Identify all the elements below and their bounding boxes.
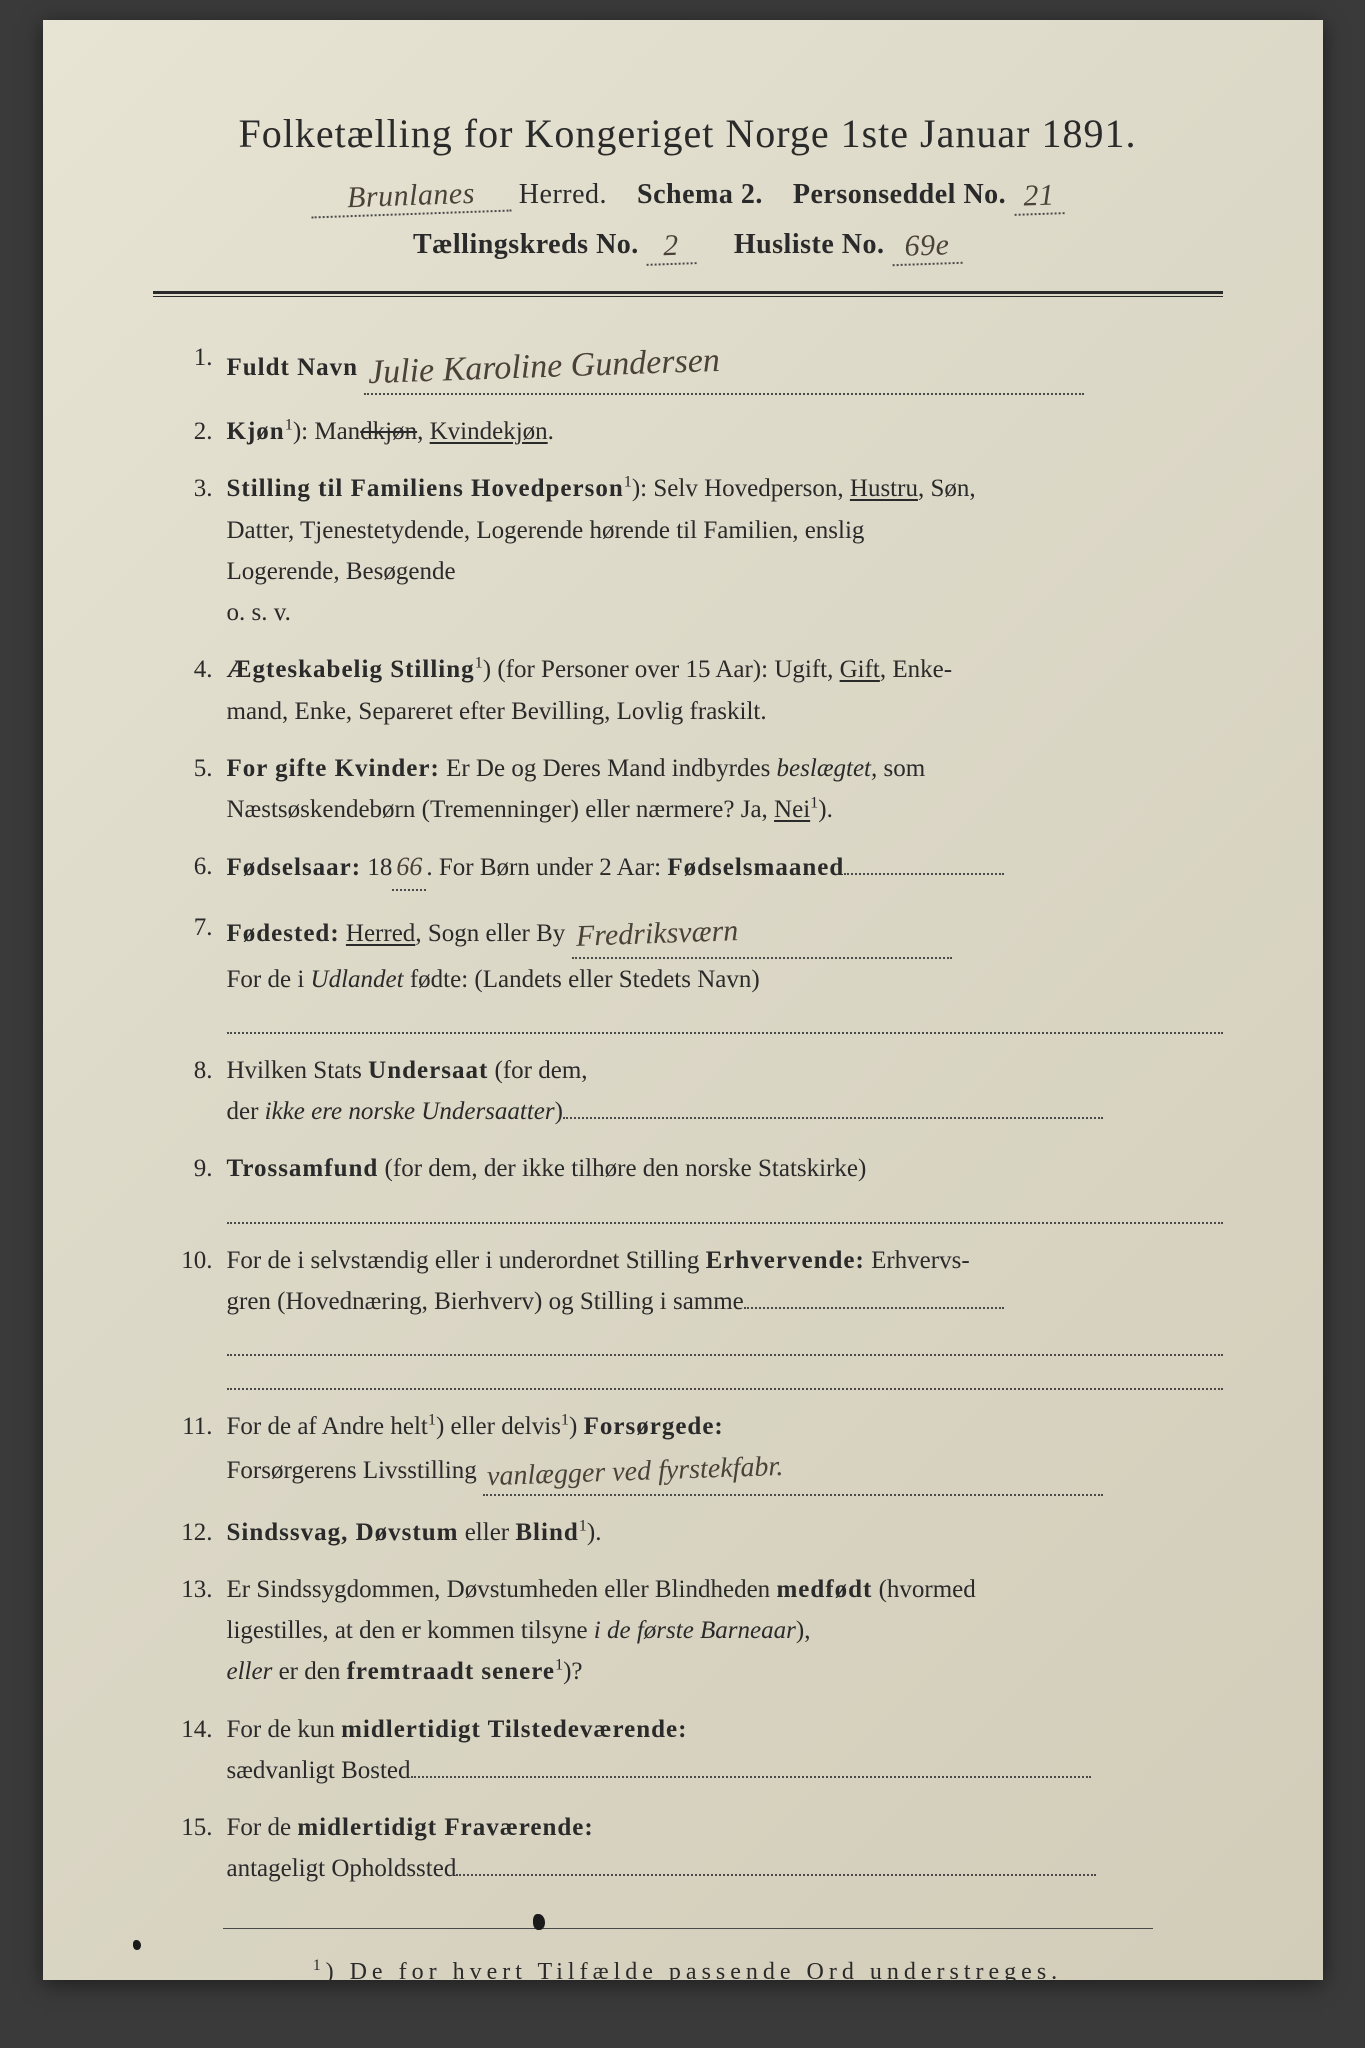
undersaat-field: [563, 1117, 1103, 1119]
fodselsmnd-field: [844, 873, 1004, 875]
fuldt-navn-label: Fuldt Navn: [227, 354, 359, 381]
row-7: 7. Fødested: Herred, Sogn eller By Fredr…: [173, 907, 1223, 1034]
stilling-label: Stilling til Familiens Hovedperson: [227, 475, 624, 502]
row-num: 7.: [173, 907, 227, 948]
husliste-value: 69e: [891, 228, 962, 266]
nei-selected: Nei: [774, 796, 810, 823]
row-15: 15. For de midlertidigt Fraværende: anta…: [173, 1807, 1223, 1890]
row-13: 13. Er Sindssygdommen, Døvstumheden elle…: [173, 1569, 1223, 1693]
row-num: 2.: [173, 411, 227, 452]
aegteskab-label: Ægteskabelig Stilling: [227, 656, 475, 683]
row-num: 9.: [173, 1148, 227, 1189]
row-num: 13.: [173, 1569, 227, 1610]
personseddel-value: 21: [1013, 178, 1064, 216]
footnote: 1) De for hvert Tilfælde passende Ord un…: [153, 1957, 1223, 1986]
row-5: 5. For gifte Kvinder: Er De og Deres Man…: [173, 748, 1223, 831]
header-divider: [153, 291, 1223, 297]
dotted-line: [227, 1362, 1223, 1390]
kvindekjon-selected: Kvindekjøn: [430, 418, 548, 445]
header-line-1: Brunlanes Herred. Schema 2. Personseddel…: [153, 177, 1223, 213]
ink-spot-icon: [533, 1914, 545, 1930]
row-10: 10. For de i selvstændig eller i underor…: [173, 1240, 1223, 1391]
opholdssted-field: [456, 1874, 1096, 1876]
row-12: 12. Sindssvag, Døvstum eller Blind1).: [173, 1512, 1223, 1553]
fodested-label: Fødested:: [227, 920, 340, 947]
row-2: 2. Kjøn1): Mandkjøn, Kvindekjøn.: [173, 411, 1223, 452]
footnote-divider: [223, 1928, 1153, 1929]
row-num: 5.: [173, 748, 227, 789]
fuldt-navn-value: Julie Karoline Gundersen: [367, 333, 721, 401]
kjon-label: Kjøn: [227, 418, 285, 445]
herred-label: Herred.: [519, 179, 607, 210]
fodselsaar-label: Fødselsaar:: [227, 854, 362, 881]
kreds-label: Tællingskreds No.: [413, 229, 639, 260]
row-4: 4. Ægteskabelig Stilling1) (for Personer…: [173, 649, 1223, 732]
form-title: Folketælling for Kongeriget Norge 1ste J…: [153, 110, 1223, 157]
row-num: 6.: [173, 846, 227, 887]
fodested-value: Fredriksværn: [575, 906, 739, 961]
footnote-text: ) De for hvert Tilfælde passende Ord und…: [326, 1959, 1063, 1985]
form-body: 1. Fuldt Navn Julie Karoline Gundersen 2…: [153, 337, 1223, 1890]
row-6: 6. Fødselsaar: 1866. For Børn under 2 Aa…: [173, 846, 1223, 891]
herred-value: Brunlanes: [311, 176, 512, 219]
gifte-kvinder-label: For gifte Kvinder:: [227, 755, 440, 782]
row-num: 3.: [173, 468, 227, 509]
row-11: 11. For de af Andre helt1) eller delvis1…: [173, 1406, 1223, 1495]
row-num: 1.: [173, 337, 227, 378]
hustru-selected: Hustru: [850, 475, 918, 502]
bosted-field: [411, 1776, 1091, 1778]
row-num: 4.: [173, 649, 227, 690]
row-num: 10.: [173, 1240, 227, 1281]
row-14: 14. For de kun midlertidigt Tilstedevære…: [173, 1709, 1223, 1792]
row-9: 9. Trossamfund (for dem, der ikke tilhør…: [173, 1148, 1223, 1223]
kreds-value: 2: [646, 228, 697, 266]
trossamfund-label: Trossamfund: [227, 1155, 379, 1182]
row-num: 8.: [173, 1050, 227, 1091]
row-3: 3. Stilling til Familiens Hovedperson1):…: [173, 468, 1223, 633]
row-num: 12.: [173, 1512, 227, 1553]
row-num: 15.: [173, 1807, 227, 1848]
husliste-label: Husliste No.: [734, 229, 885, 260]
row-num: 11.: [173, 1406, 227, 1447]
forsorger-value: vanlægger ved fyrstekfabr.: [486, 1444, 784, 1500]
row-1: 1. Fuldt Navn Julie Karoline Gundersen: [173, 337, 1223, 395]
gift-selected: Gift: [840, 656, 880, 683]
form-header: Folketælling for Kongeriget Norge 1ste J…: [153, 110, 1223, 263]
personseddel-label: Personseddel No.: [793, 179, 1006, 210]
row-num: 14.: [173, 1709, 227, 1750]
dotted-line: [227, 1006, 1223, 1034]
header-line-2: Tællingskreds No. 2 Husliste No. 69e: [153, 227, 1223, 263]
row-8: 8. Hvilken Stats Undersaat (for dem, der…: [173, 1050, 1223, 1133]
dotted-line: [227, 1196, 1223, 1224]
schema-label: Schema 2.: [637, 179, 763, 210]
dotted-line: [227, 1328, 1223, 1356]
census-form-page: Folketælling for Kongeriget Norge 1ste J…: [43, 20, 1323, 1980]
sindssvag-label: Sindssvag, Døvstum: [227, 1519, 459, 1546]
fodselsaar-value: 66: [392, 846, 426, 891]
ink-spot-icon: [133, 1940, 141, 1950]
